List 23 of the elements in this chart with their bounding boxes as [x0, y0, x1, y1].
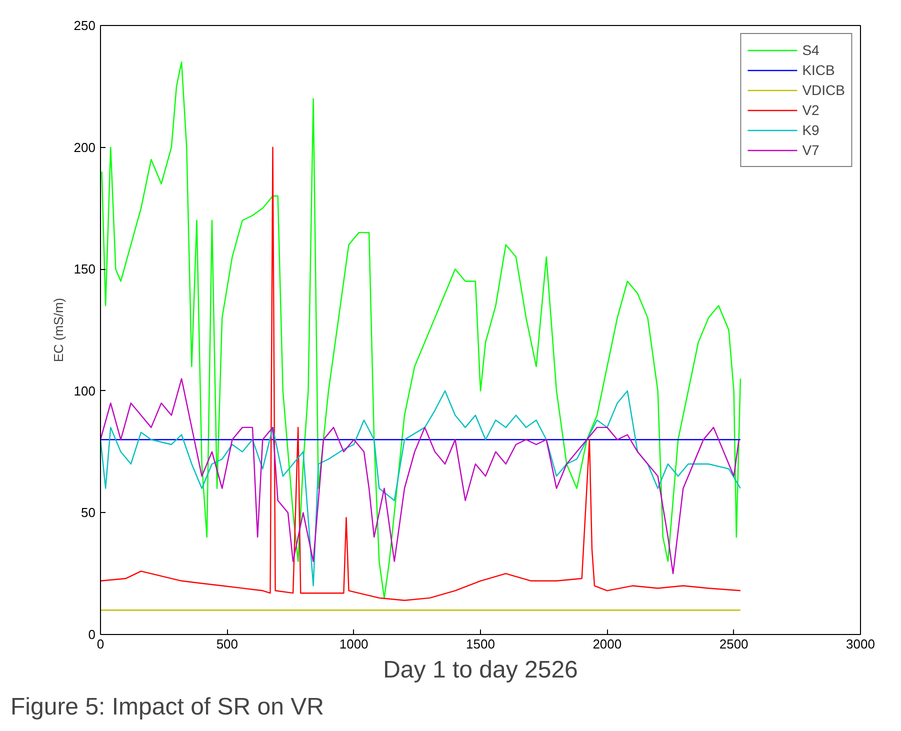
x-axis-title: Day 1 to day 2526 [383, 656, 578, 684]
line-series [101, 61, 742, 599]
x-tick-label: 1000 [339, 636, 368, 652]
y-tick-label: 50 [81, 505, 96, 520]
legend-label: V7 [802, 142, 820, 158]
legend-label: K9 [802, 122, 820, 138]
legend-label: S4 [802, 42, 820, 58]
y-tick-label: 150 [74, 262, 96, 277]
x-tick-label: 500 [216, 636, 238, 652]
x-tick-label: 1500 [466, 636, 495, 652]
y-tick-label: 200 [74, 140, 96, 155]
x-tick-label: 3000 [846, 636, 875, 652]
legend-label: VDICB [802, 82, 845, 98]
y-axis-title: EC (mS/m) [50, 298, 66, 362]
caption: Figure 5: Impact of SR on VR [10, 694, 324, 720]
y-tick-label: 250 [74, 18, 96, 33]
y-tick-label: 0 [88, 627, 96, 642]
x-tick-label: 2500 [719, 636, 748, 652]
x-tick-label: 2000 [592, 636, 622, 652]
line-series [100, 146, 742, 601]
y-tick-label: 100 [74, 383, 96, 398]
legend-label: KICB [802, 62, 835, 78]
legend-label: V2 [802, 102, 820, 118]
